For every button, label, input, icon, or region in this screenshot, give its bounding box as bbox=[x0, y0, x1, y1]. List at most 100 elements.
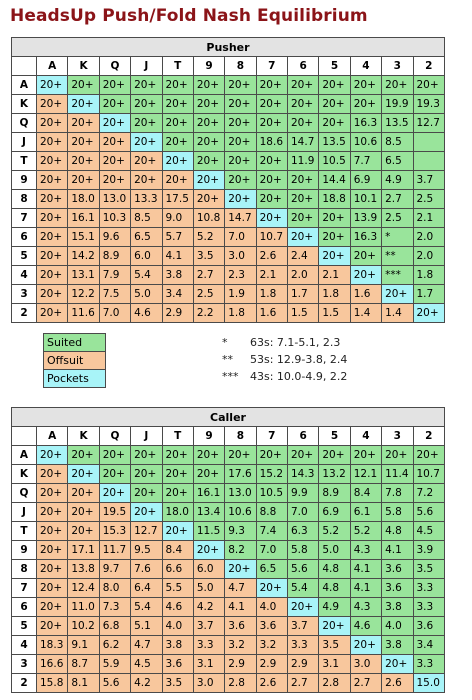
hand-cell: 3.1 bbox=[192, 654, 226, 674]
hand-cell: 10.6 bbox=[224, 502, 257, 522]
hand-cell: 10.2 bbox=[67, 616, 100, 636]
hand-cell: 20+ bbox=[224, 75, 257, 95]
hand-cell: 20+ bbox=[130, 464, 163, 484]
table-row: J 20+ 20+ 19.5 20+ 18.0 13.4 10.6 8.8 7.0 6.9 6.1 5.… bbox=[11, 502, 445, 522]
column-header: Q bbox=[98, 56, 132, 76]
hand-cell: 20+ bbox=[286, 94, 320, 114]
hand-cell: 19.3 bbox=[412, 94, 445, 114]
hand-cell: 20+ bbox=[161, 94, 194, 114]
hand-cell: 3.3 bbox=[412, 654, 445, 674]
hand-cell: 20+ bbox=[35, 265, 69, 285]
hand-cell: 20+ bbox=[255, 113, 289, 133]
hand-cell: 20+ bbox=[192, 75, 226, 95]
hand-cell: 20+ bbox=[130, 94, 163, 114]
hand-cell: 20+ bbox=[224, 559, 257, 579]
hand-cell: 20+ bbox=[98, 170, 132, 190]
hand-cell: 20+ bbox=[412, 75, 445, 95]
hand-cell: 20+ bbox=[318, 445, 351, 465]
hand-cell: ** bbox=[381, 246, 414, 266]
hand-cell: 4.2 bbox=[130, 673, 163, 693]
hand-cell: 20+ bbox=[255, 170, 289, 190]
hand-cell: 16.6 bbox=[35, 654, 69, 674]
hand-cell: 20+ bbox=[192, 170, 226, 190]
hand-cell: 20+ bbox=[35, 246, 69, 266]
column-header: T bbox=[161, 56, 194, 76]
hand-cell: 20+ bbox=[67, 94, 100, 114]
hand-cell: 7.0 bbox=[224, 227, 257, 247]
hand-cell: 20+ bbox=[35, 189, 69, 209]
hand-cell: 2.9 bbox=[224, 654, 257, 674]
hand-cell: 4.8 bbox=[318, 559, 351, 579]
hand-cell: 7.4 bbox=[255, 521, 289, 541]
hand-cell: 20+ bbox=[286, 113, 320, 133]
hand-cell: 3.6 bbox=[412, 616, 445, 636]
hand-cell: 20+ bbox=[35, 483, 69, 503]
hand-cell: 20+ bbox=[130, 445, 163, 465]
hand-cell: 20+ bbox=[161, 521, 194, 541]
hand-cell: 20+ bbox=[255, 75, 289, 95]
hand-cell: 5.4 bbox=[130, 597, 163, 617]
column-header: 2 bbox=[412, 56, 445, 76]
hand-cell: 2.9 bbox=[161, 303, 194, 323]
hand-cell: 7.6 bbox=[130, 559, 163, 579]
hand-cell: 5.2 bbox=[192, 227, 226, 247]
table-row: T 20+ 20+ 15.3 12.7 20+ 11.5 9.3 7.4 6.3 5.2 5.2 4.8… bbox=[11, 521, 445, 541]
hand-cell: 3.3 bbox=[286, 635, 320, 655]
hand-cell: 20+ bbox=[67, 464, 100, 484]
hand-cell: 20+ bbox=[412, 445, 445, 465]
table-row: 9 20+ 20+ 20+ 20+ 20+ 20+ 20+ 20+ 20+ 14.4 6.9 4.9 3.… bbox=[11, 170, 445, 190]
hand-cell: 20+ bbox=[224, 170, 257, 190]
hand-cell: 18.0 bbox=[67, 189, 100, 209]
row-header: J bbox=[11, 502, 37, 522]
hand-cell: 2.0 bbox=[286, 265, 320, 285]
hand-cell: 20+ bbox=[318, 113, 351, 133]
hand-cell: 13.5 bbox=[381, 113, 414, 133]
hand-cell: 15.2 bbox=[255, 464, 289, 484]
hand-cell: 3.0 bbox=[224, 246, 257, 266]
hand-cell: 20+ bbox=[130, 502, 163, 522]
hand-cell: 20+ bbox=[192, 445, 226, 465]
legend: Suited Offsuit Pockets bbox=[43, 333, 106, 388]
hand-cell: 12.4 bbox=[67, 578, 100, 598]
hand-cell: 9.3 bbox=[224, 521, 257, 541]
table-row: 7 20+ 16.1 10.3 8.5 9.0 10.8 14.7 20+ 20+ 20+ 13.9 2… bbox=[11, 208, 445, 228]
hand-cell: 5.8 bbox=[286, 540, 320, 560]
footnote-2: ** 53s: 12.9-3.8, 2.4 bbox=[222, 351, 347, 368]
hand-cell: 20+ bbox=[318, 616, 351, 636]
hand-cell: 20+ bbox=[192, 540, 226, 560]
hand-cell: 4.6 bbox=[349, 616, 383, 636]
hand-cell: 20+ bbox=[35, 521, 69, 541]
hand-cell: 8.9 bbox=[98, 246, 132, 266]
hand-cell: 9.0 bbox=[161, 208, 194, 228]
hand-cell: 1.4 bbox=[381, 303, 414, 323]
hand-cell: 20+ bbox=[318, 227, 351, 247]
hand-cell: 20+ bbox=[35, 208, 69, 228]
hand-cell: 18.0 bbox=[161, 502, 194, 522]
footnote-text: 63s: 7.1-5.1, 2.3 bbox=[250, 336, 341, 349]
hand-cell: 3.6 bbox=[224, 616, 257, 636]
hand-cell: 20+ bbox=[255, 151, 289, 171]
row-header: K bbox=[11, 464, 37, 484]
hand-cell: 3.6 bbox=[381, 578, 414, 598]
hand-cell: 5.0 bbox=[192, 578, 226, 598]
hand-cell: 12.2 bbox=[67, 284, 100, 304]
hand-cell: 20+ bbox=[318, 208, 351, 228]
hand-cell: 13.2 bbox=[318, 464, 351, 484]
row-header: 7 bbox=[11, 208, 37, 228]
footnote-mark: *** bbox=[222, 370, 239, 383]
hand-cell: 2.7 bbox=[286, 673, 320, 693]
hand-cell: 12.7 bbox=[130, 521, 163, 541]
hand-cell: 12.7 bbox=[412, 113, 445, 133]
hand-cell: 20+ bbox=[98, 464, 132, 484]
hand-cell: 5.0 bbox=[130, 284, 163, 304]
hand-cell: 5.4 bbox=[286, 578, 320, 598]
hand-cell: 3.1 bbox=[318, 654, 351, 674]
row-header: 3 bbox=[11, 654, 37, 674]
hand-cell: 4.7 bbox=[130, 635, 163, 655]
column-header: K bbox=[67, 426, 100, 446]
hand-cell: 14.2 bbox=[67, 246, 100, 266]
hand-cell: 4.5 bbox=[130, 654, 163, 674]
hand-cell: 20+ bbox=[381, 445, 414, 465]
hand-cell: 20+ bbox=[35, 170, 69, 190]
hand-cell: 2.5 bbox=[192, 284, 226, 304]
